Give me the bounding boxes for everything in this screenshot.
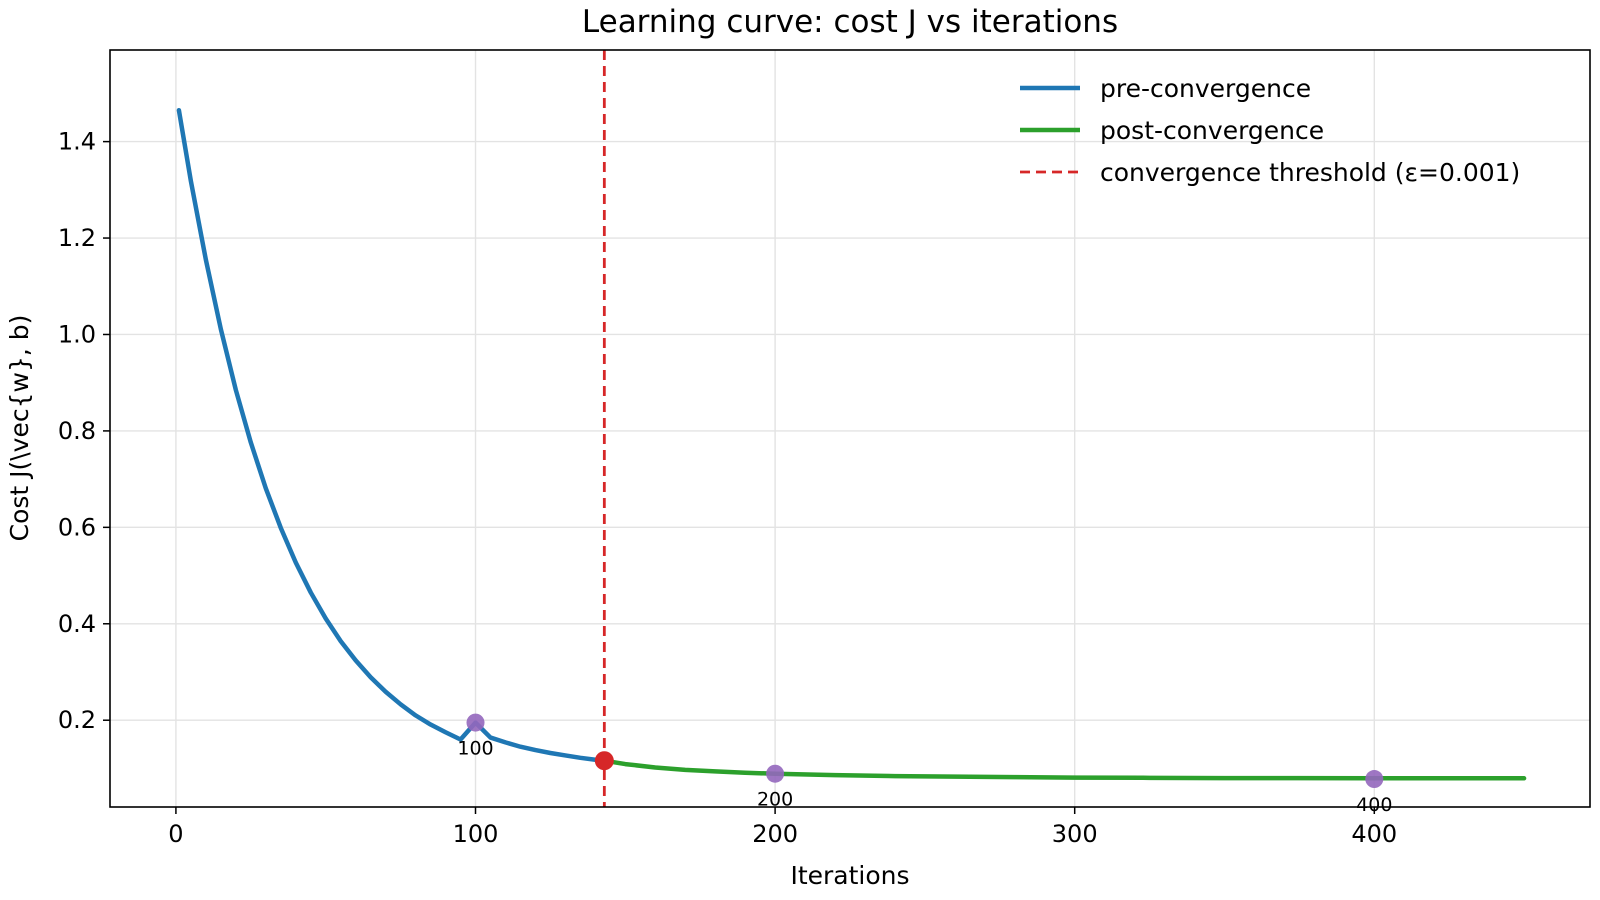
data-layer: 100 200 400 — [176, 50, 1527, 816]
x-axis-label: Iterations — [790, 861, 909, 890]
x-tick-label: 100 — [453, 820, 499, 848]
x-tick-label: 300 — [1052, 820, 1098, 848]
y-tick-label: 0.8 — [58, 417, 96, 445]
y-tick-label: 1.2 — [58, 224, 96, 252]
x-tick-label: 200 — [752, 820, 798, 848]
chart-title: Learning curve: cost J vs iterations — [582, 4, 1118, 40]
annotated-point — [1365, 770, 1384, 789]
y-axis-label: Cost J(\vec{w}, b) — [5, 315, 34, 542]
axis-layer: 0 100 200 300 400 0.2 0.4 0.6 0.8 1.0 1.2 1.4 — [58, 128, 1397, 848]
x-tick-label: 400 — [1351, 820, 1397, 848]
legend-label-post-convergence: post-convergence — [1100, 116, 1324, 145]
annotated-point — [466, 713, 485, 732]
plot-frame — [109, 49, 1591, 808]
annotated-point-label: 400 — [1356, 794, 1392, 816]
annotated-point — [766, 764, 785, 783]
legend-label-pre-convergence: pre-convergence — [1100, 74, 1311, 103]
x-tick-label: 0 — [168, 820, 183, 848]
annotated-point-label: 200 — [757, 789, 793, 811]
grid-layer — [110, 50, 1590, 807]
series-line-pre-convergence — [176, 108, 607, 763]
legend: pre-convergence post-convergence converg… — [1020, 74, 1520, 187]
y-tick-label: 0.6 — [58, 513, 96, 541]
annotated-point-label: 100 — [457, 738, 493, 760]
y-tick-label: 1.4 — [58, 128, 96, 156]
y-tick-label: 0.4 — [58, 610, 96, 638]
convergence-point — [594, 751, 614, 771]
series-line-post-convergence — [602, 758, 1527, 781]
y-tick-label: 1.0 — [58, 320, 96, 348]
y-tick-label: 0.2 — [58, 706, 96, 734]
legend-label-threshold: convergence threshold (ε=0.001) — [1100, 158, 1520, 187]
